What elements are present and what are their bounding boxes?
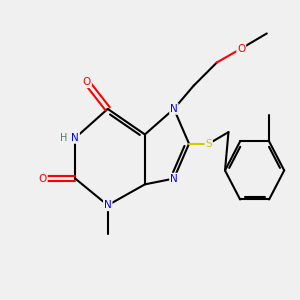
Text: O: O xyxy=(39,174,47,184)
Text: N: N xyxy=(71,133,79,143)
Text: O: O xyxy=(83,77,91,87)
Text: H: H xyxy=(60,133,68,143)
Text: N: N xyxy=(170,104,178,114)
Text: N: N xyxy=(170,174,178,184)
Text: O: O xyxy=(237,44,245,53)
Text: S: S xyxy=(206,139,212,149)
Text: N: N xyxy=(104,200,112,210)
